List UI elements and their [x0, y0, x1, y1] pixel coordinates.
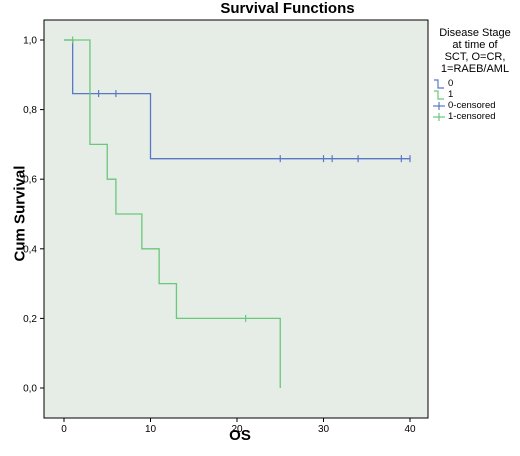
legend-swatch-line-1: [434, 89, 444, 100]
x-tick-label: 40: [404, 424, 416, 435]
legend-item-1-censored: 1-censored: [433, 111, 517, 122]
legend-swatch-line-0: [434, 78, 444, 89]
y-tick-label: 0,0: [23, 384, 37, 395]
legend: Disease Stage at time of SCT, O=CR, 1=RA…: [433, 27, 517, 122]
plot-background: [43, 19, 429, 419]
legend-title-line: at time of: [452, 39, 498, 51]
chart-title: Survival Functions: [220, 0, 355, 17]
x-tick-label: 10: [145, 424, 157, 435]
legend-item-0-censored: 0-censored: [433, 100, 517, 111]
legend-item-0: 0: [433, 78, 517, 89]
legend-label-1-censored: 1-censored: [448, 110, 496, 122]
y-tick-label: 0,6: [23, 175, 37, 186]
y-tick-label: 0,8: [23, 105, 37, 116]
y-tick-label: 0,2: [23, 314, 37, 325]
y-tick-label: 0,4: [23, 244, 37, 255]
legend-title: Disease Stage at time of SCT, O=CR, 1=RA…: [433, 27, 517, 75]
legend-label-0-censored: 0-censored: [448, 99, 496, 111]
x-tick-label: 0: [61, 424, 67, 435]
legend-title-line: Disease Stage: [439, 27, 511, 39]
legend-item-1: 1: [433, 89, 517, 100]
legend-swatch-cross-1: [433, 112, 445, 121]
x-tick-label: 20: [231, 424, 243, 435]
legend-swatch-cross-0: [433, 101, 445, 110]
legend-title-line: 1=RAEB/AML: [440, 63, 510, 75]
x-tick-label: 30: [318, 424, 330, 435]
y-tick-label: 1,0: [23, 36, 37, 47]
x-axis-label: OS: [229, 427, 251, 444]
legend-title-line: SCT, O=CR,: [444, 51, 506, 63]
legend-label-1: 1: [448, 88, 454, 100]
y-axis-label: Cum Survival: [11, 165, 29, 262]
series-line-1: [64, 39, 281, 388]
legend-label-0: 0: [448, 77, 454, 89]
